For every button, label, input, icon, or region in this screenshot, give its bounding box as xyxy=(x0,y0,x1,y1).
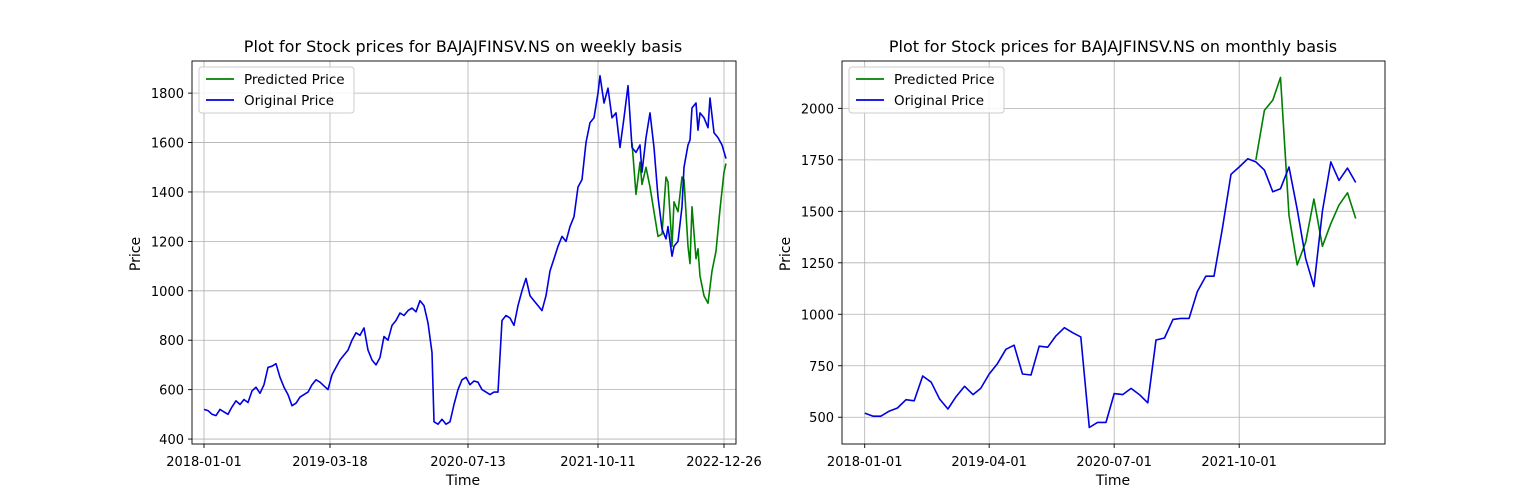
weekly-price-chart: Plot for Stock prices for BAJAJFINSV.NS … xyxy=(128,37,762,489)
monthly-x-tick-label: 2019-04-01 xyxy=(951,455,1027,470)
weekly-y-tick-label: 1400 xyxy=(151,186,184,201)
monthly-chart-title: Plot for Stock prices for BAJAJFINSV.NS … xyxy=(889,37,1337,56)
monthly-y-tick-label: 1750 xyxy=(801,154,834,169)
weekly-original-price-line xyxy=(203,75,727,425)
weekly-y-axis-label: Price xyxy=(128,237,144,271)
monthly-y-tick-label: 1000 xyxy=(801,308,834,323)
monthly-y-tick-label: 750 xyxy=(809,360,834,375)
weekly-x-tick-label: 2018-01-01 xyxy=(166,455,242,470)
monthly-legend-label: Original Price xyxy=(894,93,984,109)
weekly-x-tick-label: 2019-03-18 xyxy=(292,455,368,470)
weekly-y-tick-label: 1600 xyxy=(151,137,184,152)
weekly-chart-title: Plot for Stock prices for BAJAJFINSV.NS … xyxy=(244,37,682,56)
monthly-axes-frame xyxy=(841,60,1386,445)
weekly-x-tick-label: 2020-07-13 xyxy=(430,455,506,470)
monthly-x-tick-label: 2018-01-01 xyxy=(827,455,903,470)
weekly-y-tick-label: 1800 xyxy=(151,87,184,102)
monthly-price-chart: Plot for Stock prices for BAJAJFINSV.NS … xyxy=(778,37,1386,489)
monthly-x-tick-label: 2021-10-01 xyxy=(1201,455,1277,470)
weekly-legend-box xyxy=(198,66,355,114)
monthly-x-axis-label: Time xyxy=(1095,473,1130,489)
weekly-y-tick-label: 800 xyxy=(159,334,184,349)
monthly-y-tick-label: 1250 xyxy=(801,257,834,272)
monthly-legend: Predicted Price Original Price xyxy=(848,66,1005,114)
monthly-y-tick-label: 1500 xyxy=(801,205,834,220)
weekly-x-tick-label: 2022-12-26 xyxy=(686,455,762,470)
weekly-x-axis-label: Time xyxy=(445,473,480,489)
weekly-y-tick-label: 400 xyxy=(159,433,184,448)
weekly-x-tick-label: 2021-10-11 xyxy=(560,455,636,470)
weekly-y-tick-label: 600 xyxy=(159,384,184,399)
weekly-legend-label: Predicted Price xyxy=(244,72,345,88)
monthly-y-tick-label: 2000 xyxy=(801,102,834,117)
weekly-legend: Predicted Price Original Price xyxy=(198,66,355,114)
monthly-original-price-line xyxy=(864,158,1357,429)
weekly-y-tick-label: 1200 xyxy=(151,235,184,250)
weekly-predicted-price-line xyxy=(631,142,727,304)
monthly-legend-label: Predicted Price xyxy=(894,72,995,88)
monthly-legend-box xyxy=(848,66,1005,114)
weekly-axes-frame xyxy=(191,60,737,445)
weekly-y-tick-label: 1000 xyxy=(151,285,184,300)
monthly-x-tick-label: 2020-07-01 xyxy=(1076,455,1152,470)
weekly-legend-label: Original Price xyxy=(244,93,334,109)
monthly-y-axis-label: Price xyxy=(778,237,794,271)
monthly-y-tick-label: 500 xyxy=(809,411,834,426)
monthly-predicted-price-line xyxy=(1255,76,1357,266)
